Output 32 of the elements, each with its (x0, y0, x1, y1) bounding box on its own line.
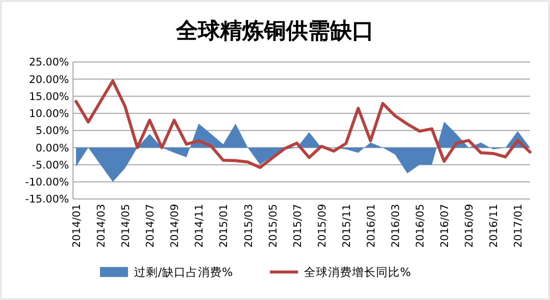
x-tick-label: 2014/01 (71, 204, 83, 248)
y-tick-label: 5.00% (36, 125, 70, 138)
y-tick-label: -5.00% (32, 159, 70, 172)
y-tick-label: 15.00% (28, 90, 70, 103)
line-series (74, 79, 532, 169)
x-tick-label: 2015/05 (267, 204, 280, 248)
y-tick-label: -15.00% (25, 194, 70, 206)
x-tick-label: 2015/01 (218, 204, 230, 248)
y-tick-label: 10.00% (28, 108, 70, 120)
legend-label: 全球消费增长同比% (304, 265, 411, 280)
x-tick-label: 2016/03 (390, 204, 402, 248)
x-tick-label: 2014/05 (120, 204, 132, 248)
y-tick-label: 20.00% (28, 74, 70, 86)
x-tick-label: 2015/03 (242, 204, 255, 248)
x-tick-label: 2016/07 (439, 204, 452, 248)
x-tick-label: 2014/03 (96, 204, 108, 248)
x-tick-label: 2016/05 (414, 204, 427, 248)
y-tick-label: 25.00% (28, 56, 70, 69)
x-tick-label: 2015/09 (316, 204, 328, 248)
chart-title: 全球精炼铜供需缺口 (175, 18, 374, 43)
y-tick-label: 0.00% (36, 142, 70, 154)
x-tick-label: 2017/01 (512, 204, 525, 248)
x-tick-label: 2015/11 (340, 204, 353, 248)
x-tick-label: 2016/01 (365, 204, 378, 248)
x-tick-label: 2016/09 (464, 204, 476, 248)
x-tick-label: 2014/07 (144, 204, 157, 248)
y-tick-label: -10.00% (25, 176, 70, 189)
legend-label: 过剩/缺口占消费% (134, 265, 233, 280)
x-tick-label: 2014/11 (194, 204, 206, 248)
x-tick-label: 2015/07 (292, 204, 304, 248)
x-tick-label: 2014/09 (169, 204, 182, 248)
x-tick-label: 2016/11 (488, 204, 500, 248)
